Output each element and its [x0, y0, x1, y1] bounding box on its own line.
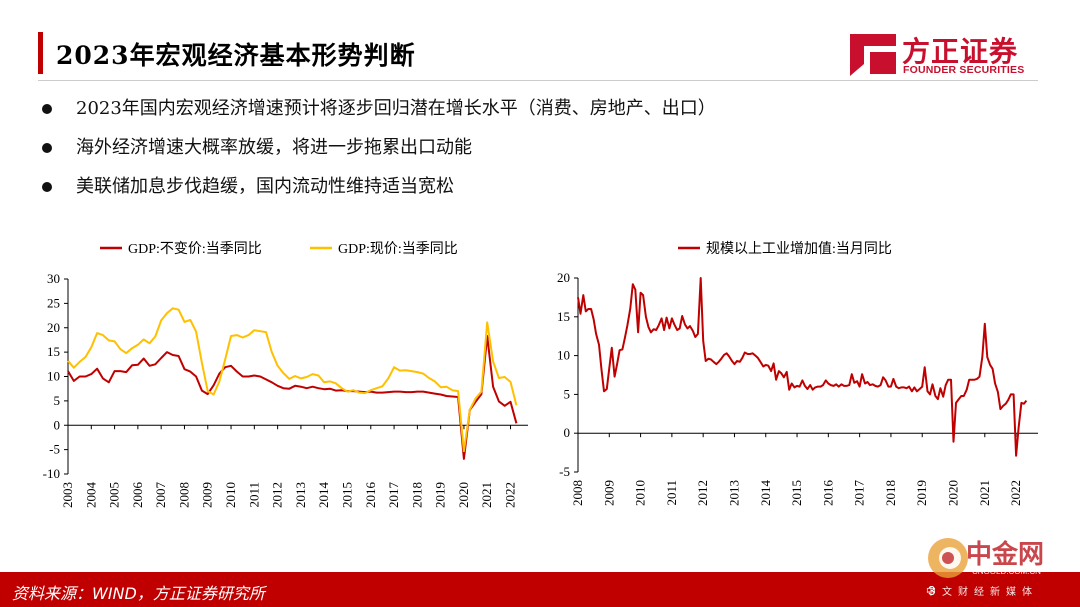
x-tick-label: 2019 [433, 482, 448, 508]
x-tick-label: 2020 [946, 480, 961, 506]
x-tick-label: 2018 [883, 480, 898, 506]
x-tick-label: 2008 [570, 480, 585, 506]
x-tick-label: 2020 [456, 482, 471, 508]
y-tick-label: 30 [47, 271, 60, 286]
y-tick-label: 5 [564, 386, 571, 401]
bullet-item: 2023年国内宏观经济增速预计将逐步回归潜在增长水平（消费、房地产、出口） [40, 96, 716, 135]
bullet-item: 海外经济增速大概率放缓，将进一步拖累出口动能 [40, 135, 716, 174]
x-tick-label: 2005 [107, 482, 122, 508]
bullet-item: 美联储加息步伐趋缓，国内流动性维持适当宽松 [40, 174, 716, 213]
x-tick-label: 2016 [820, 480, 835, 507]
x-tick-label: 2003 [60, 482, 75, 508]
y-tick-label: 20 [47, 320, 60, 335]
bullet-dot-icon [42, 182, 52, 192]
bullet-dot-icon [42, 143, 52, 153]
x-tick-label: 2007 [153, 482, 168, 509]
series-line-0 [577, 277, 1028, 457]
footer-source: 资料来源：WIND，方正证券研究所 [12, 584, 265, 603]
founder-logo-icon [850, 34, 896, 76]
x-tick-label: 2006 [130, 482, 145, 509]
series-line-0 [67, 335, 518, 460]
x-tick-label: 2018 [409, 482, 424, 508]
y-tick-label: 0 [564, 425, 571, 440]
page-title: 2023年宏观经济基本形势判断 [56, 41, 416, 70]
y-tick-label: 20 [557, 270, 570, 285]
x-tick-label: 2017 [852, 480, 867, 507]
y-tick-label: -10 [43, 466, 60, 481]
x-tick-label: 2009 [601, 480, 616, 506]
x-tick-label: 2014 [758, 480, 773, 507]
title-accent-bar [38, 32, 43, 74]
x-tick-label: 2010 [633, 480, 648, 506]
x-tick-label: 2013 [293, 482, 308, 508]
x-tick-label: 2008 [176, 482, 191, 508]
x-tick-label: 2017 [386, 482, 401, 509]
watermark-domain: CNGOLD.COM.CN [972, 567, 1041, 576]
page-number: 3 [928, 583, 936, 598]
y-tick-label: -5 [49, 442, 60, 457]
bullet-list: 2023年国内宏观经济增速预计将逐步回归潜在增长水平（消费、房地产、出口） 海外… [40, 96, 716, 213]
title-divider [38, 80, 1038, 81]
x-tick-label: 2010 [223, 482, 238, 508]
x-tick-label: 2015 [789, 480, 804, 506]
x-tick-label: 2021 [479, 482, 494, 508]
x-tick-label: 2011 [246, 482, 261, 508]
x-tick-label: 2012 [695, 480, 710, 506]
series-line-1 [67, 307, 518, 453]
x-tick-label: 2014 [316, 482, 331, 509]
watermark-tagline: 中文财经新媒体 [926, 587, 1038, 598]
x-tick-label: 2009 [200, 482, 215, 508]
industrial-output-chart: -5 0 5 10 15 20 2008 2009 2010 2011 2012 2013 2014 20… [557, 241, 1038, 507]
legend-label: 规模以上工业增加值:当月同比 [706, 241, 892, 257]
y-tick-label: 10 [47, 369, 60, 384]
x-tick-label: 2012 [270, 482, 285, 508]
x-tick-label: 2004 [83, 482, 98, 509]
cngold-logo-icon [928, 538, 968, 578]
x-tick-label: 2022 [503, 482, 518, 508]
legend-label: GDP:现价:当季同比 [338, 241, 458, 257]
y-tick-label: 5 [54, 393, 61, 408]
legend-label: GDP:不变价:当季同比 [128, 241, 262, 257]
footer-bar [0, 572, 1080, 607]
y-tick-label: 15 [47, 344, 60, 359]
bullet-dot-icon [42, 104, 52, 114]
y-tick-label: 25 [47, 295, 60, 310]
bullet-text: 海外经济增速大概率放缓，将进一步拖累出口动能 [76, 137, 472, 158]
watermark-name: 中金网 [966, 540, 1045, 570]
x-tick-label: 2019 [914, 480, 929, 506]
x-tick-label: 2013 [726, 480, 741, 506]
logo-name-en: FOUNDER SECURITIES [903, 64, 1025, 76]
bullet-text: 2023年国内宏观经济增速预计将逐步回归潜在增长水平（消费、房地产、出口） [76, 98, 716, 119]
y-tick-label: 0 [54, 417, 61, 432]
bullet-text: 美联储加息步伐趋缓，国内流动性维持适当宽松 [76, 176, 454, 197]
y-tick-label: -5 [559, 464, 570, 479]
x-tick-label: 2016 [363, 482, 378, 509]
gdp-growth-chart: -10 -5 0 5 10 15 20 25 30 2003 2004 2005 2006 2007 200… [43, 241, 528, 509]
x-tick-label: 2022 [1008, 480, 1023, 506]
x-tick-label: 2011 [664, 480, 679, 506]
y-tick-label: 10 [557, 348, 570, 363]
y-tick-label: 15 [557, 309, 570, 324]
x-tick-label: 2015 [339, 482, 354, 508]
logo-name-cn: 方正证券 [902, 35, 1019, 68]
x-tick-label: 2021 [977, 480, 992, 506]
